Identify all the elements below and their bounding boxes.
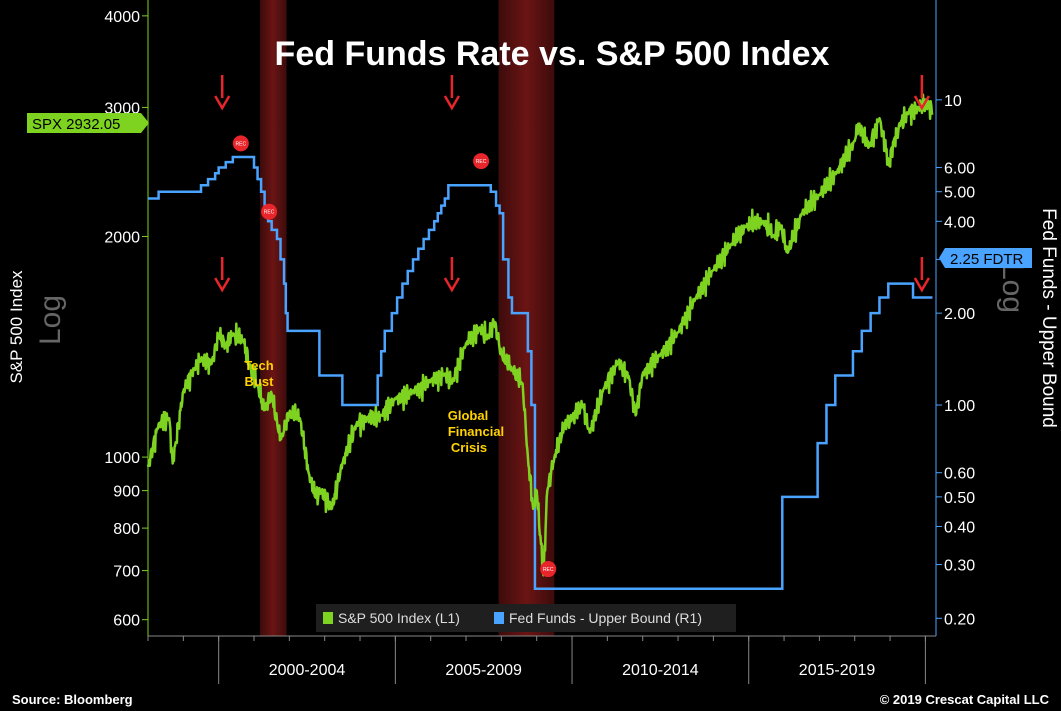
annotation-gfc-line2: Financial: [448, 424, 504, 439]
arrow-head-0-1: [214, 277, 231, 293]
source-note: Source: Bloomberg: [12, 692, 133, 707]
right-axis-label: Fed Funds - Upper Bound: [1038, 208, 1059, 428]
left-tick-label-3: 900: [113, 484, 140, 501]
arrow-marker-2-0: [913, 75, 930, 111]
series-spx-line: [146, 93, 934, 577]
rec-marker-text-0: REC: [236, 141, 247, 147]
recession-bands: [260, 0, 555, 636]
right-tick-label-6: 2.00: [944, 306, 975, 323]
x-period-label-0: 2000-2004: [269, 662, 346, 679]
arrow-head-2-0: [913, 95, 930, 111]
fed-last-tag-text: 2.25 FDTR: [950, 251, 1024, 268]
left-tick-label-5: 2000: [104, 229, 140, 246]
right-tick-label-3: 0.50: [944, 490, 975, 507]
arrow-marker-0-0: [214, 75, 231, 111]
rec-marker-0: REC: [232, 135, 249, 152]
legend-box: [316, 604, 736, 632]
rec-marker-1: REC: [261, 203, 278, 220]
right-tick-label-4: 0.60: [944, 466, 975, 483]
left-tick-label-1: 700: [113, 564, 140, 581]
markers: REC REC REC REC: [214, 75, 930, 578]
left-axis-label: S&P 500 Index: [7, 270, 26, 384]
left-tick-label-4: 1000: [104, 450, 140, 467]
rec-marker-text-1: REC: [264, 210, 275, 216]
right-tick-label-10: 6.00: [944, 161, 975, 178]
rec-marker-circle-2: [473, 153, 490, 170]
rec-marker-text-3: REC: [543, 567, 554, 573]
left-tick-label-0: 600: [113, 613, 140, 630]
rec-marker-circle-0: [232, 135, 249, 152]
legend-label-spx: S&P 500 Index (L1): [338, 610, 460, 626]
arrow-marker-1-1: [443, 257, 460, 293]
arrow-head-0-0: [214, 95, 231, 111]
x-period-label-3: 2015-2019: [799, 662, 876, 679]
series-fed-funds-line: [148, 155, 933, 590]
annotation-tech-bust-line1: Tech: [244, 358, 273, 373]
arrow-marker-2-1: [913, 257, 930, 293]
right-tick-label-9: 5.00: [944, 185, 975, 202]
rec-marker-3: REC: [540, 561, 557, 578]
arrow-head-2-1: [913, 277, 930, 293]
arrow-marker-1-0: [443, 75, 460, 111]
spx-last-tag: SPX 2932.05: [27, 113, 149, 133]
fed-last-tag-shape: [939, 248, 1032, 268]
annotation-gfc: Global Financial Crisis: [448, 408, 504, 455]
annotation-tech-bust-line2: Bust: [245, 374, 275, 389]
x-period-label-2: 2010-2014: [622, 662, 699, 679]
left-tick-label-2: 800: [113, 521, 140, 538]
right-tick-label-5: 1.00: [944, 398, 975, 415]
right-tick-label-2: 0.40: [944, 519, 975, 536]
annotation-gfc-line3: Crisis: [451, 440, 487, 455]
right-tick-label-0: 0.20: [944, 611, 975, 628]
rec-marker-circle-1: [261, 203, 278, 220]
chart-title: Fed Funds Rate vs. S&P 500 Index: [275, 35, 830, 73]
arrow-head-1-0: [443, 95, 460, 111]
rec-marker-2: REC: [473, 153, 490, 170]
legend-swatch-fed: [494, 612, 504, 624]
right-tick-label-8: 4.00: [944, 214, 975, 231]
rec-marker-text-2: REC: [476, 159, 487, 165]
copyright-note: © 2019 Crescat Capital LLC: [879, 692, 1049, 707]
left-tick-label-7: 4000: [104, 9, 140, 26]
legend: S&P 500 Index (L1) Fed Funds - Upper Bou…: [316, 604, 736, 632]
recession-band-1: [260, 0, 287, 636]
legend-swatch-spx: [323, 612, 333, 624]
x-period-label-1: 2005-2009: [445, 662, 522, 679]
spx-last-tag-text: SPX 2932.05: [32, 116, 120, 133]
series: [146, 93, 934, 590]
right-tick-label-11: 10: [944, 93, 962, 110]
legend-label-fed: Fed Funds - Upper Bound (R1): [509, 610, 702, 626]
annotation-tech-bust: Tech Bust: [244, 358, 274, 389]
fed-last-tag: 2.25 FDTR: [939, 248, 1032, 268]
arrow-head-1-1: [443, 277, 460, 293]
rec-marker-circle-3: [540, 561, 557, 578]
right-axis-scale-label: Log: [996, 263, 1029, 313]
spx-last-tag-shape: [27, 113, 149, 133]
annotation-gfc-line1: Global: [448, 408, 488, 423]
left-axis-scale-label: Log: [34, 295, 67, 345]
arrow-marker-0-1: [214, 257, 231, 293]
right-tick-label-1: 0.30: [944, 558, 975, 575]
